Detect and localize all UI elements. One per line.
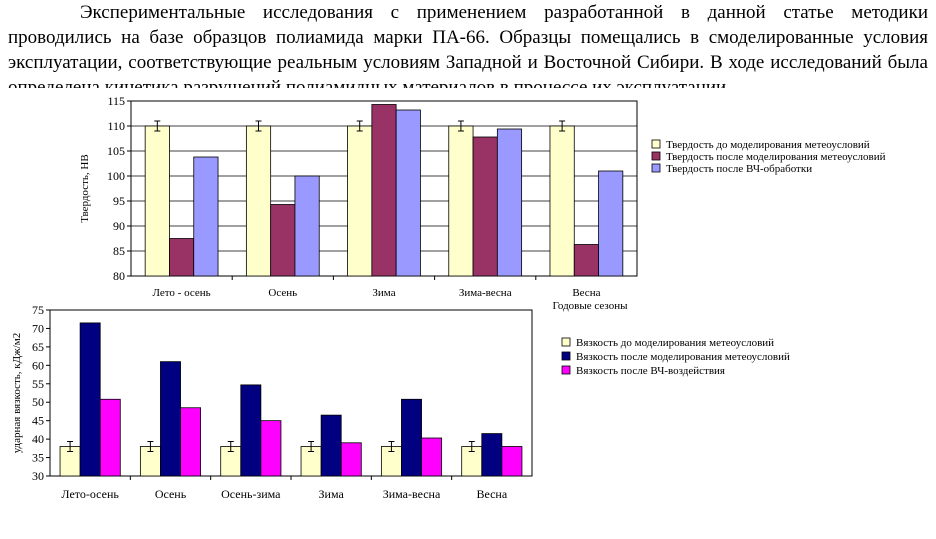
legend-label: Вязкость до моделирования метеоусловий [576, 337, 774, 349]
y-tick-label: 30 [32, 469, 44, 483]
bar [395, 109, 421, 277]
y-tick-label: 85 [113, 244, 125, 258]
intro-text: Экспериментальные исследования с примене… [8, 0, 928, 88]
y-tick-label: 50 [32, 395, 44, 409]
y-tick-label: 70 [32, 321, 44, 335]
legend-swatch [561, 365, 571, 375]
y-axis-label: ударная вязкость, кДж/м2 [11, 333, 23, 454]
legend-label: Твердость после моделирования метеоуслов… [666, 151, 886, 163]
x-tick-label: Зима [319, 487, 345, 501]
y-tick-label: 75 [32, 303, 44, 317]
bar [320, 414, 342, 477]
bar [169, 238, 195, 277]
x-axis-label: Годовые сезоны [553, 300, 629, 312]
x-tick-label: Осень-зима [221, 487, 281, 501]
y-tick-label: 45 [32, 414, 44, 428]
bar [481, 433, 503, 477]
y-tick-label: 55 [32, 377, 44, 391]
bar [260, 420, 282, 477]
bar [79, 322, 101, 477]
legend-label: Твердость после ВЧ-обработки [666, 163, 812, 175]
bar [347, 125, 373, 277]
legend-swatch [561, 351, 571, 361]
bar [501, 446, 523, 477]
legend-swatch [651, 163, 661, 173]
y-tick-label: 60 [32, 358, 44, 372]
bar [160, 361, 181, 477]
bar [448, 125, 474, 277]
legend-swatch [651, 151, 661, 161]
legend-swatch [561, 337, 571, 347]
x-tick-label: Зима-весна [459, 287, 512, 299]
x-tick-label: Осень [268, 287, 297, 299]
bar [340, 442, 362, 477]
bar [401, 398, 422, 477]
bar [294, 175, 320, 277]
bar [99, 398, 121, 477]
bar [598, 170, 624, 277]
bar [180, 407, 202, 477]
y-tick-label: 65 [32, 340, 44, 354]
y-tick-label: 90 [113, 219, 125, 233]
bar [193, 156, 219, 277]
y-tick-label: 110 [107, 119, 125, 133]
legend-swatch [651, 139, 661, 149]
bar [371, 104, 397, 277]
x-tick-label: Зима [372, 287, 395, 299]
x-tick-label: Осень [155, 487, 187, 501]
x-tick-label: Лето - осень [153, 287, 211, 299]
plot-area [49, 309, 533, 477]
x-tick-label: Зима-весна [383, 487, 441, 501]
x-tick-label: Лето-осень [61, 487, 119, 501]
bar [496, 128, 523, 277]
y-tick-label: 35 [32, 451, 44, 465]
x-tick-label: Весна [476, 487, 507, 501]
y-tick-label: 40 [32, 432, 44, 446]
bar [472, 136, 498, 277]
bar [270, 204, 296, 277]
bar [549, 125, 575, 277]
legend-label: Твердость до моделирования метеоусловий [666, 139, 870, 151]
y-axis-label: Твердость, НВ [79, 154, 91, 222]
legend-label: Вязкость после ВЧ-воздействия [576, 365, 725, 377]
y-tick-label: 105 [107, 144, 125, 158]
bar [245, 125, 272, 277]
y-tick-label: 115 [107, 94, 125, 108]
y-tick-label: 80 [113, 269, 125, 283]
x-tick-label: Весна [572, 287, 600, 299]
y-tick-label: 95 [113, 194, 125, 208]
intro-paragraph: Экспериментальные исследования с примене… [8, 2, 928, 88]
y-tick-label: 100 [107, 169, 125, 183]
bar [240, 384, 262, 477]
bar [421, 437, 443, 477]
legend-label: Вязкость после моделирования метеоуслови… [576, 351, 790, 363]
